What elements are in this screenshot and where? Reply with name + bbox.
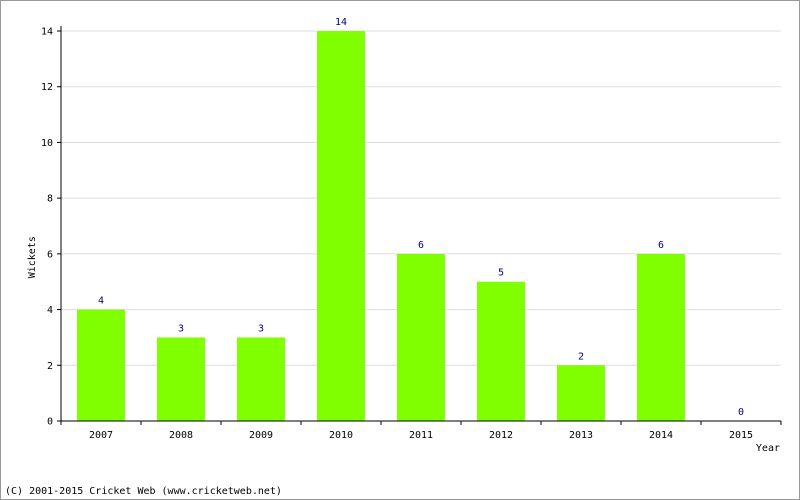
y-tick-label: 6 [47,249,53,260]
data-label: 5 [498,268,504,279]
y-tick-label: 2 [47,361,53,372]
y-tick-label: 0 [47,417,53,428]
x-tick-label: 2014 [649,430,673,441]
bar-2008 [157,337,205,421]
data-label: 2 [578,351,584,362]
data-label: 14 [335,17,347,28]
data-labels: 4 3 3 14 6 5 2 6 0 [98,17,744,418]
y-tick-label: 10 [41,138,53,149]
x-tick-label: 2015 [729,430,753,441]
y-ticks: 0 2 4 6 8 10 12 14 [41,27,61,428]
data-label: 4 [98,296,104,307]
data-label: 6 [658,240,664,251]
bar-2012 [477,281,525,421]
x-axis-title: Year [756,443,780,454]
x-tick-label: 2007 [89,430,113,441]
data-label: 0 [738,407,744,418]
data-label: 3 [178,323,184,334]
bar-2011 [397,253,445,421]
data-label: 3 [258,323,264,334]
x-tick-label: 2013 [569,430,593,441]
bar-2007 [77,309,125,421]
bar-2010 [317,31,365,421]
x-tick-label: 2009 [249,430,273,441]
x-tick-label: 2010 [329,430,353,441]
y-tick-label: 12 [41,82,53,93]
bars-layer [77,31,685,421]
x-tick-label: 2012 [489,430,513,441]
y-tick-label: 8 [47,194,53,205]
y-tick-label: 4 [47,305,53,316]
bar-2013 [557,365,605,421]
x-tick-label: 2011 [409,430,433,441]
data-label: 6 [418,240,424,251]
copyright-text: (C) 2001-2015 Cricket Web (www.cricketwe… [5,486,282,497]
x-ticks: 2007 2008 2009 2010 2011 2012 2013 2014 2015 [60,421,782,441]
y-axis-title: Wickets [27,236,38,278]
bar-2014 [637,253,685,421]
bar-2009 [237,337,285,421]
y-tick-label: 14 [41,27,53,38]
x-tick-label: 2008 [169,430,193,441]
axes-layer [60,26,781,422]
